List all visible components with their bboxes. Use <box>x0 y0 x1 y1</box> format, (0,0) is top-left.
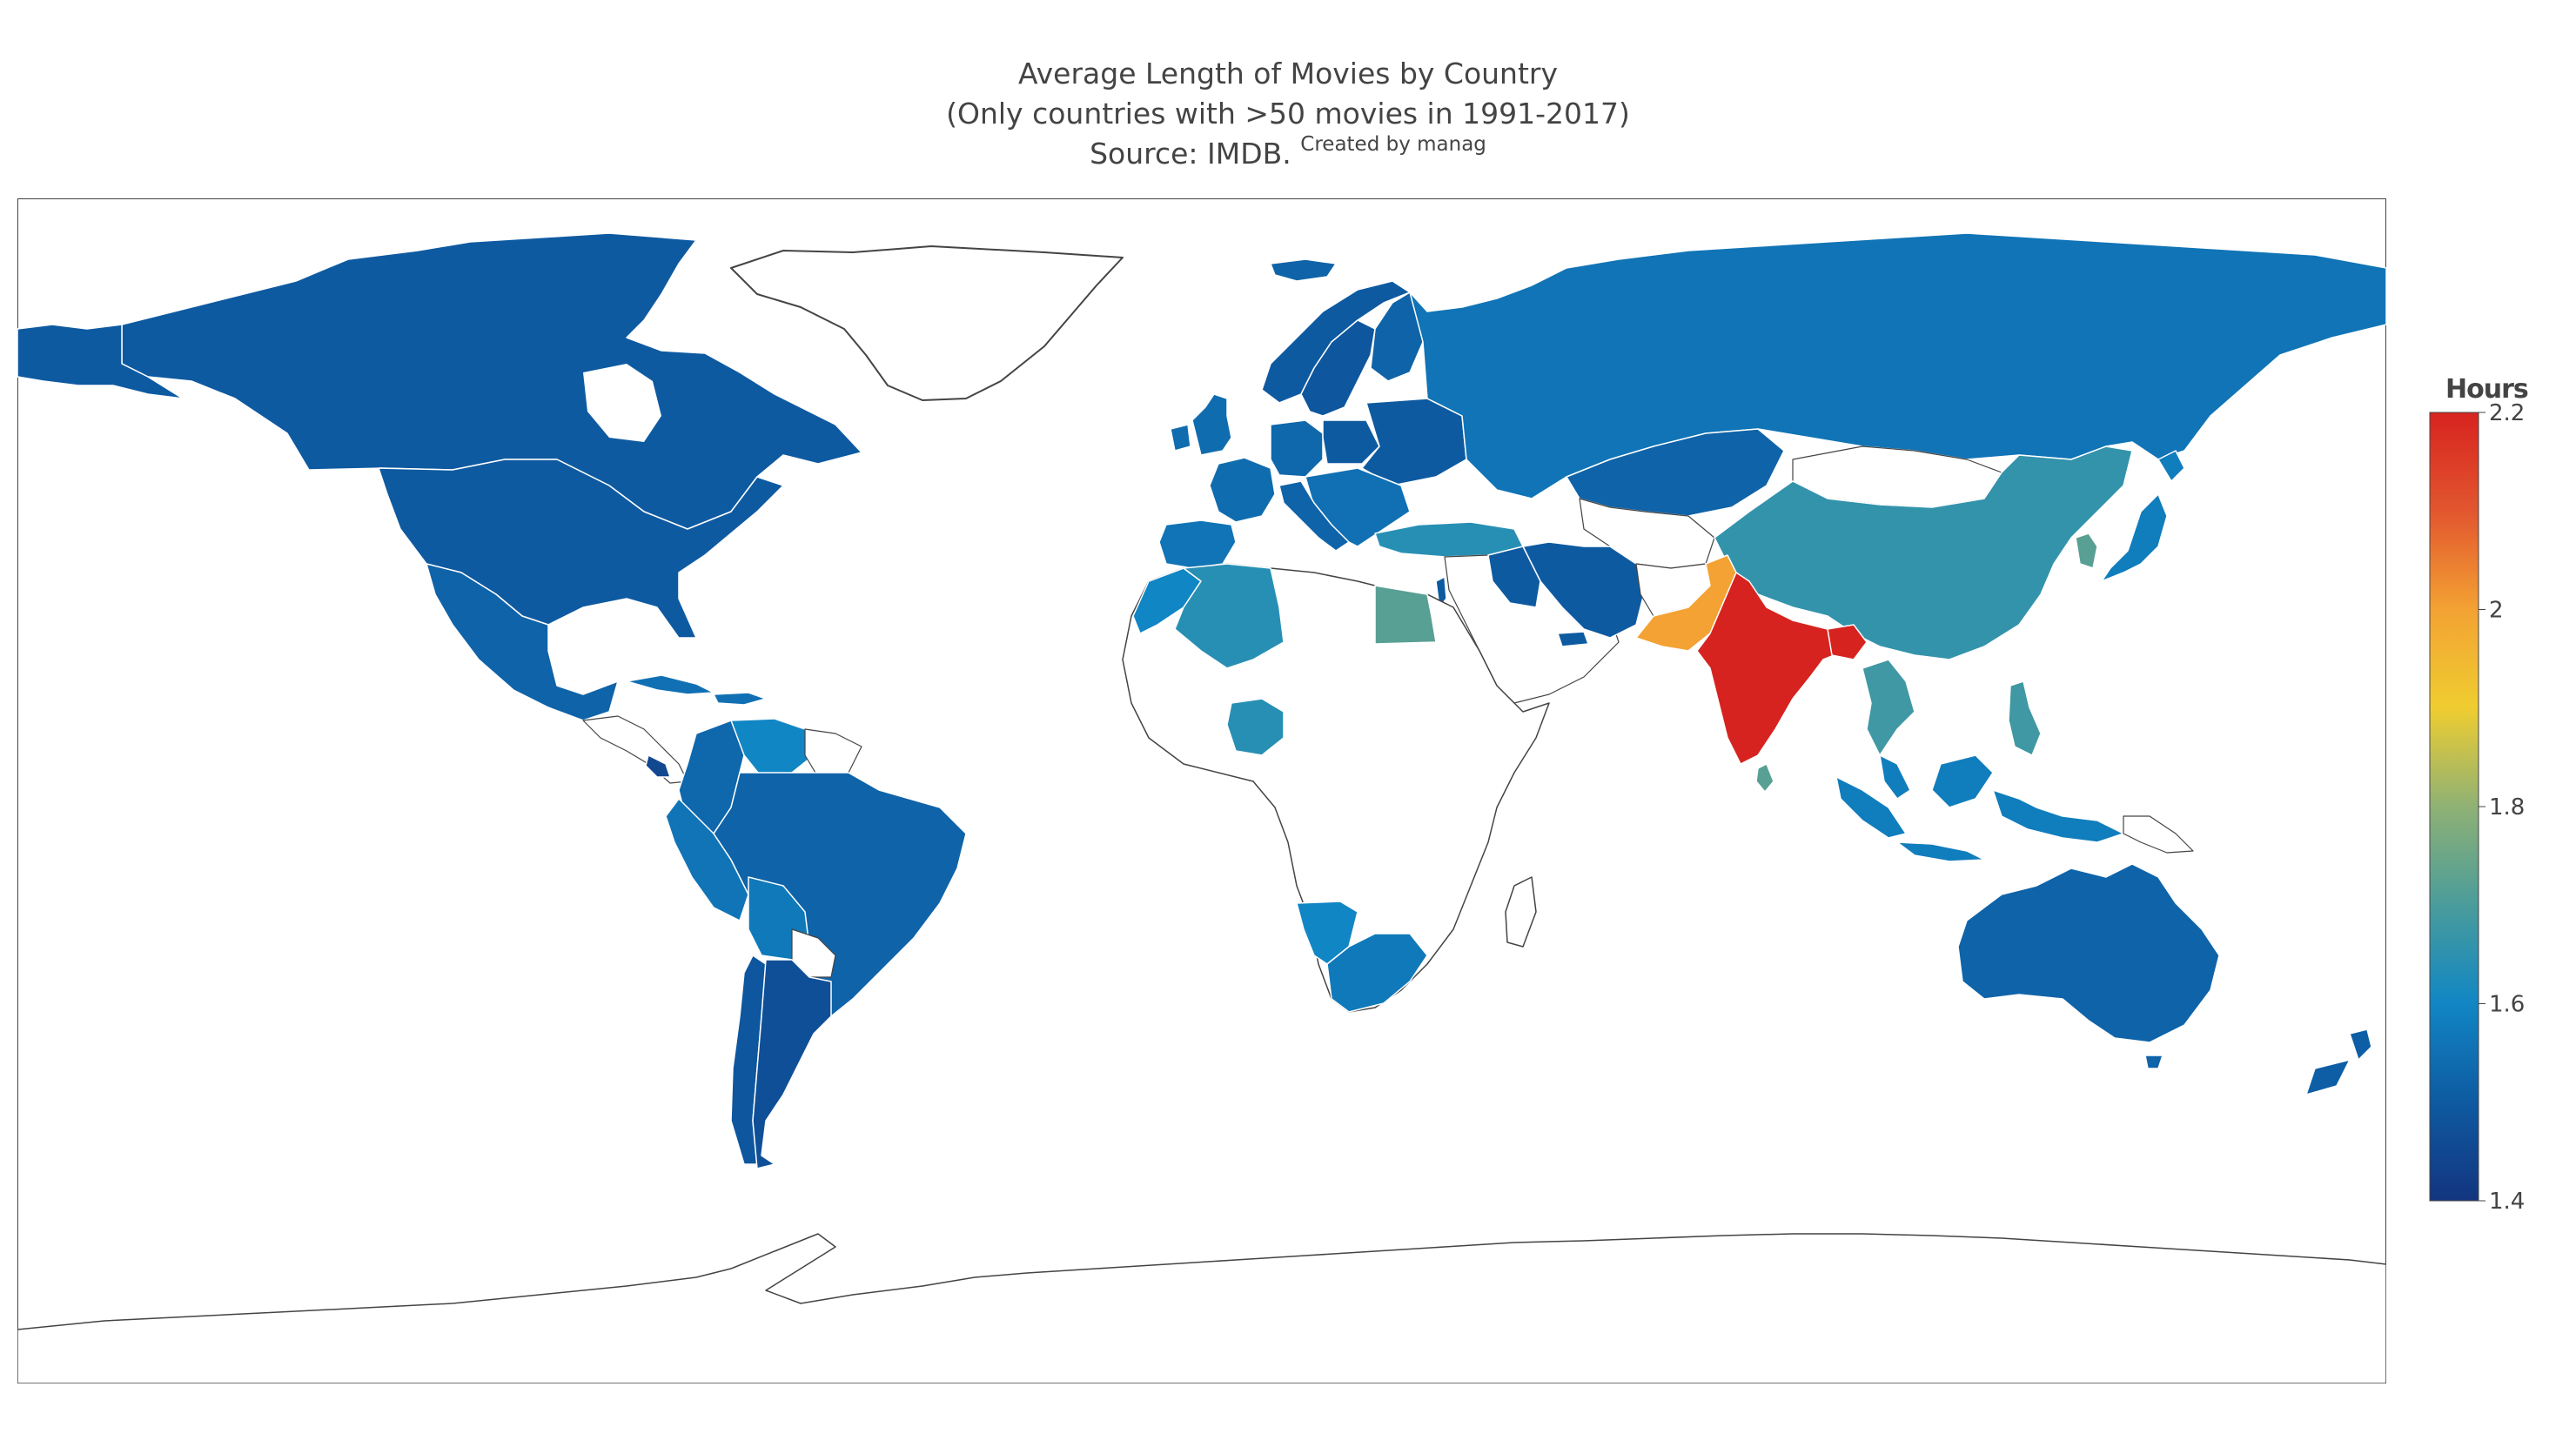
region-antarctica[interactable] <box>17 1233 2386 1383</box>
country-iceland[interactable] <box>1270 258 1337 282</box>
country-canada[interactable] <box>121 232 862 530</box>
country-new-zealand-south[interactable] <box>2305 1059 2351 1095</box>
country-mexico[interactable] <box>426 563 619 721</box>
country-egypt[interactable] <box>1374 585 1437 645</box>
country-usa-alaska[interactable] <box>17 324 184 399</box>
colorbar-tick-label: 1.4 <box>2489 1189 2525 1215</box>
country-france[interactable] <box>1209 457 1276 523</box>
colorbar-tick-label: 2.2 <box>2489 400 2525 426</box>
country-papua-new-guinea[interactable] <box>2123 815 2194 854</box>
country-australia[interactable] <box>1957 863 2220 1043</box>
country-bangladesh[interactable] <box>1827 624 1868 660</box>
colorbar-title: Hours <box>2445 374 2529 405</box>
country-poland[interactable] <box>1322 419 1380 465</box>
title-credit: Created by manag <box>1300 133 1486 156</box>
hudson-bay <box>583 364 661 442</box>
country-indonesia-java[interactable] <box>1896 841 1985 862</box>
country-spain[interactable] <box>1158 519 1237 569</box>
country-japan[interactable] <box>2101 493 2168 582</box>
country-sri-lanka[interactable] <box>1755 763 1774 793</box>
country-ireland[interactable] <box>1170 424 1191 452</box>
country-greenland[interactable] <box>730 245 1124 401</box>
country-venezuela[interactable] <box>730 718 815 778</box>
world-map[interactable] <box>17 198 2386 1383</box>
country-malaysia[interactable] <box>1879 754 1911 800</box>
country-sweden[interactable] <box>1300 319 1376 417</box>
title-source: Source: IMDB. <box>1090 137 1291 171</box>
title-line-1: Average Length of Movies by Country <box>1017 57 1559 90</box>
country-germany[interactable] <box>1270 419 1324 478</box>
country-china[interactable] <box>1714 445 2133 660</box>
country-uae[interactable] <box>1557 631 1589 647</box>
country-madagascar[interactable] <box>1505 876 1537 948</box>
country-italy[interactable] <box>1278 480 1350 552</box>
country-brazil[interactable] <box>713 772 967 1017</box>
country-thailand[interactable] <box>1862 659 1915 756</box>
colorbar-gradient <box>2429 412 2479 1202</box>
country-philippines[interactable] <box>2008 680 2042 756</box>
country-japan-north[interactable] <box>2157 450 2185 482</box>
country-hispaniola[interactable] <box>713 692 767 706</box>
country-nigeria[interactable] <box>1226 698 1285 756</box>
country-new-zealand[interactable] <box>2349 1028 2372 1061</box>
country-cuba[interactable] <box>626 674 714 695</box>
country-south-africa[interactable] <box>1326 933 1428 1013</box>
country-malaysia-borneo[interactable] <box>1931 754 1994 808</box>
country-algeria[interactable] <box>1174 563 1285 669</box>
country-costa-rica[interactable] <box>645 754 671 778</box>
country-australia-tasmania[interactable] <box>2144 1055 2163 1069</box>
country-uk[interactable] <box>1191 393 1232 456</box>
chart-title: Average Length of Movies by Country (Onl… <box>0 54 2576 178</box>
colorbar-tick-label: 1.6 <box>2489 992 2525 1018</box>
country-indonesia[interactable] <box>1835 776 1907 839</box>
country-iran[interactable] <box>1522 541 1646 639</box>
colorbar-tick-label: 2 <box>2489 598 2504 624</box>
colorbar-tick-label: 1.8 <box>2489 794 2525 821</box>
country-iraq[interactable] <box>1487 546 1541 608</box>
country-korea[interactable] <box>2075 533 2098 569</box>
country-india[interactable] <box>1696 572 1855 765</box>
title-line-2: (Only countries with >50 movies in 1991-… <box>946 97 1630 131</box>
title-line-3: Source: IMDB. Created by manag <box>0 133 2576 178</box>
colorbar: 2.2 2 1.8 1.6 1.4 <box>2429 400 2525 1215</box>
country-argentina[interactable] <box>752 959 832 1169</box>
